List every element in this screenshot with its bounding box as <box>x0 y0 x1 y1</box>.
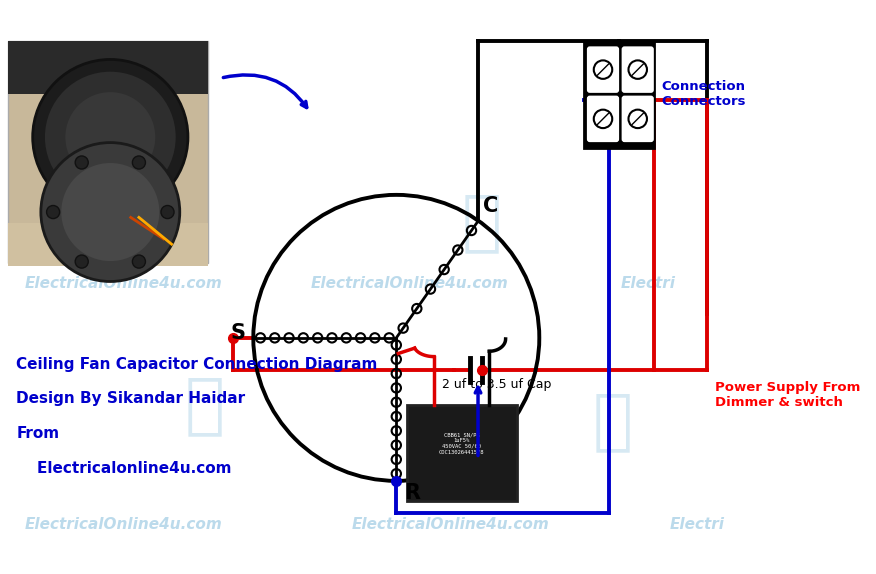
Bar <box>8 41 208 263</box>
Text: C: C <box>483 196 498 216</box>
Text: ElectricalOnline4u.com: ElectricalOnline4u.com <box>351 517 549 532</box>
Text: From: From <box>17 426 60 441</box>
Bar <box>584 41 653 148</box>
Text: Electri: Electri <box>670 517 725 532</box>
Circle shape <box>46 205 60 219</box>
Text: Connection
Connectors: Connection Connectors <box>661 80 745 108</box>
Text: ElectricalOnline4u.com: ElectricalOnline4u.com <box>25 276 223 291</box>
Text: 2 uf to 3.5 uf Cap: 2 uf to 3.5 uf Cap <box>442 378 552 391</box>
Circle shape <box>61 163 159 261</box>
Text: S: S <box>231 323 246 343</box>
FancyBboxPatch shape <box>588 48 618 92</box>
Text: CBB61 SN/PG
1uF5%
450VAC 50/60
CDC13026441578: CBB61 SN/PG 1uF5% 450VAC 50/60 CDC130264… <box>439 432 484 455</box>
Bar <box>8 223 208 266</box>
Text: 💡: 💡 <box>184 372 224 438</box>
Text: 💡: 💡 <box>78 211 118 277</box>
Circle shape <box>75 255 88 268</box>
Circle shape <box>161 205 174 219</box>
Bar <box>81 180 115 201</box>
Text: 💡: 💡 <box>463 190 502 256</box>
Text: Power Supply From
Dimmer & switch: Power Supply From Dimmer & switch <box>715 381 860 409</box>
Circle shape <box>32 60 188 215</box>
Text: Ceiling Fan Capacitor Connection Diagram: Ceiling Fan Capacitor Connection Diagram <box>17 356 378 371</box>
Bar <box>406 405 517 501</box>
Text: Electricalonline4u.com: Electricalonline4u.com <box>17 461 232 476</box>
Circle shape <box>41 142 180 281</box>
Bar <box>8 41 208 94</box>
Text: R: R <box>404 483 420 503</box>
FancyBboxPatch shape <box>623 96 653 141</box>
Text: Electri: Electri <box>621 276 676 291</box>
Text: Design By Sikandar Haidar: Design By Sikandar Haidar <box>17 391 245 406</box>
Circle shape <box>75 156 88 169</box>
Text: 💡: 💡 <box>593 388 632 454</box>
Circle shape <box>132 255 145 268</box>
Circle shape <box>132 156 145 169</box>
Circle shape <box>66 92 155 182</box>
FancyBboxPatch shape <box>588 96 618 141</box>
Text: ElectricalOnline4u.com: ElectricalOnline4u.com <box>310 276 508 291</box>
FancyBboxPatch shape <box>623 48 653 92</box>
Circle shape <box>45 72 176 203</box>
Text: ElectricalOnline4u.com: ElectricalOnline4u.com <box>25 517 223 532</box>
Bar <box>74 164 147 215</box>
